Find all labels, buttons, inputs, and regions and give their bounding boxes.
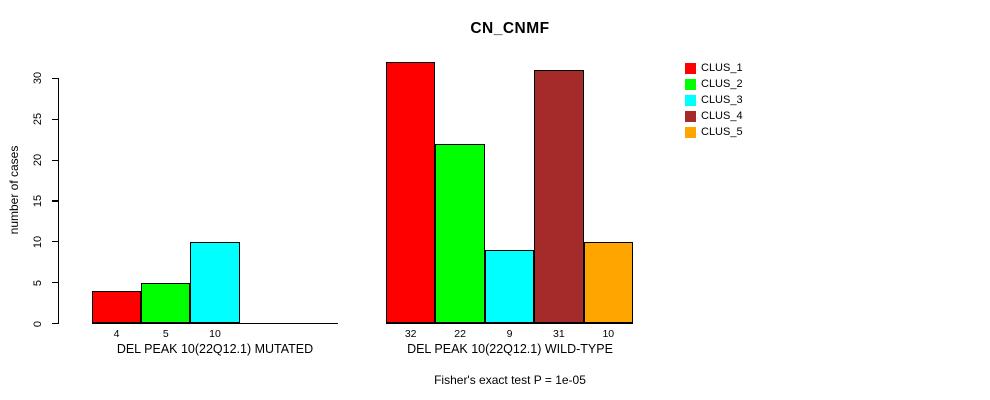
y-tick-label: 15 bbox=[32, 194, 44, 208]
bar-value-label: 4 bbox=[113, 328, 120, 340]
legend-item: CLUS_2 bbox=[685, 76, 743, 92]
bar-value-label: 32 bbox=[404, 328, 417, 340]
legend-swatch-clus-5 bbox=[685, 126, 696, 138]
group-label-mutated: DEL PEAK 10(22Q12.1) MUTATED bbox=[116, 342, 314, 356]
y-tick bbox=[52, 241, 59, 243]
y-tick bbox=[52, 118, 59, 120]
x-axis-baseline-wild-type bbox=[386, 322, 633, 325]
chart-title: CN_CNMF bbox=[470, 20, 550, 37]
y-tick bbox=[52, 200, 59, 202]
legend-label: CLUS_1 bbox=[701, 62, 743, 74]
bar-wild-type-clus_5 bbox=[583, 241, 633, 324]
bar-value-label: 10 bbox=[209, 328, 221, 340]
legend-item: CLUS_5 bbox=[685, 124, 743, 140]
y-tick-label: 30 bbox=[32, 72, 44, 85]
legend-swatch-clus-3 bbox=[685, 94, 696, 106]
legend-item: CLUS_3 bbox=[685, 92, 743, 108]
legend-label: CLUS_4 bbox=[701, 110, 743, 122]
x-axis-baseline-mutated bbox=[92, 322, 338, 325]
y-tick-label: 0 bbox=[32, 320, 44, 327]
y-tick-label: 20 bbox=[32, 154, 44, 167]
bar-wild-type-clus_4 bbox=[534, 70, 584, 324]
y-tick bbox=[52, 159, 59, 161]
y-tick-label: 5 bbox=[32, 279, 44, 286]
bar-value-label: 9 bbox=[506, 328, 513, 340]
y-tick bbox=[52, 322, 59, 325]
bar-mutated-clus_3 bbox=[190, 241, 240, 324]
legend: CLUS_1 CLUS_2 CLUS_3 CLUS_4 CLUS_5 bbox=[685, 60, 743, 140]
legend-swatch-clus-2 bbox=[685, 78, 696, 90]
legend-label: CLUS_2 bbox=[701, 78, 743, 90]
legend-swatch-clus-1 bbox=[685, 62, 696, 74]
bar-mutated-clus_2 bbox=[141, 282, 191, 324]
bar-wild-type-clus_2 bbox=[435, 143, 485, 324]
bar-value-label: 5 bbox=[162, 328, 169, 340]
y-tick-label: 25 bbox=[32, 113, 44, 126]
y-tick bbox=[52, 77, 59, 80]
legend-item: CLUS_4 bbox=[685, 108, 743, 124]
footnote: Fisher's exact test P = 1e-05 bbox=[434, 373, 586, 387]
legend-label: CLUS_3 bbox=[701, 94, 743, 106]
bar-value-label: 10 bbox=[602, 328, 615, 340]
bar-mutated-clus_1 bbox=[92, 290, 142, 324]
group-label-wild-type: DEL PEAK 10(22Q12.1) WILD-TYPE bbox=[407, 342, 613, 356]
bar-value-label: 31 bbox=[553, 328, 565, 340]
legend-item: CLUS_1 bbox=[685, 60, 743, 76]
bar-wild-type-clus_1 bbox=[386, 62, 436, 324]
legend-label: CLUS_5 bbox=[701, 126, 743, 138]
bar-wild-type-clus_3 bbox=[484, 249, 535, 324]
legend-swatch-clus-4 bbox=[685, 110, 696, 122]
bar-value-label: 22 bbox=[454, 328, 466, 340]
y-tick bbox=[52, 282, 59, 284]
y-tick-label: 10 bbox=[32, 235, 44, 248]
y-axis-label: number of cases bbox=[7, 145, 21, 235]
